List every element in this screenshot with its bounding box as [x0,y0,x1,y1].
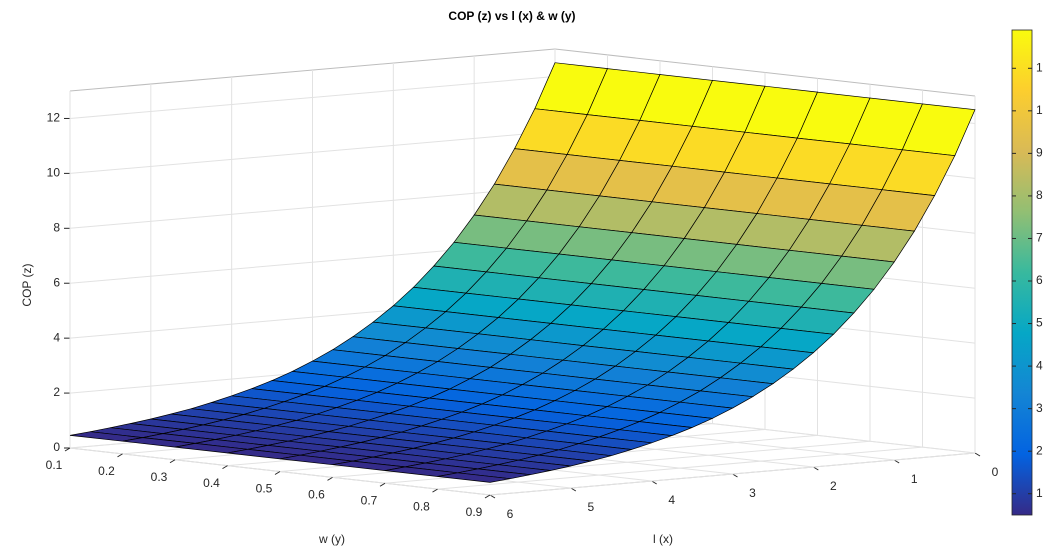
colorbar-tick-label: 1 [1036,486,1043,500]
colorbar [1011,29,1033,516]
colorbar-tick-label: 1 [1036,103,1043,117]
y-tick-label: 0.6 [308,488,325,502]
y-tick [169,459,176,464]
x-tick-label: 1 [911,472,918,486]
x-tick [732,473,738,478]
z-tick-label: 10 [47,166,61,180]
y-tick [327,476,333,481]
colorbar-tick-label: 5 [1036,316,1043,330]
colorbar-tick-label: 6 [1036,273,1043,287]
z-tick-label: 0 [53,440,60,454]
x-tick [489,494,496,499]
y-tick [484,494,491,499]
y-tick [64,447,71,452]
z-tick-label: 12 [47,111,61,125]
colorbar-tick-label: 7 [1036,231,1043,245]
colorbar-tick-label: 9 [1036,146,1043,160]
y-tick-label: 0.7 [361,493,378,507]
y-axis-label: w (y) [318,532,345,546]
z-axis-label: COP (z) [20,263,34,306]
x-tick [813,466,819,471]
y-tick-label: 0.2 [98,464,115,478]
y-tick [379,482,386,487]
x-tick [570,487,577,492]
x-axis-label: l (x) [653,532,673,546]
x-tick [974,452,981,457]
y-tick-label: 0.5 [256,482,273,496]
y-tick-label: 0.8 [413,499,430,513]
y-tick-label: 0.4 [203,476,220,490]
chart-title: COP (z) vs l (x) & w (y) [448,9,575,23]
grid-line [489,452,976,496]
y-tick [117,453,123,458]
y-tick-label: 0.9 [466,505,483,519]
x-tick-label: 3 [749,486,756,500]
x-tick [893,459,900,464]
x-tick-label: 0 [992,465,999,479]
z-tick-label: 4 [53,330,60,344]
y-tick-label: 0.1 [46,458,63,472]
x-tick-label: 6 [507,507,514,521]
colorbar-tick-label: 1 [1036,60,1043,74]
colorbar-tick-label: 3 [1036,401,1043,415]
x-tick [651,480,657,485]
colorbar-tick-label: 4 [1036,358,1043,372]
y-tick [274,471,281,475]
x-tick-label: 5 [587,500,594,514]
colorbar-tick-label: 2 [1036,443,1043,457]
z-tick-label: 2 [53,385,60,399]
x-tick-label: 4 [668,493,675,507]
x-tick-label: 2 [830,479,837,493]
y-tick-label: 0.3 [151,470,168,484]
surface-face [437,472,511,483]
grid-line [437,446,923,490]
y-tick [222,465,228,470]
z-tick-label: 6 [53,275,60,289]
colorbar-tick-label: 8 [1036,188,1043,202]
z-tick-label: 8 [53,220,60,234]
y-tick [432,488,438,493]
